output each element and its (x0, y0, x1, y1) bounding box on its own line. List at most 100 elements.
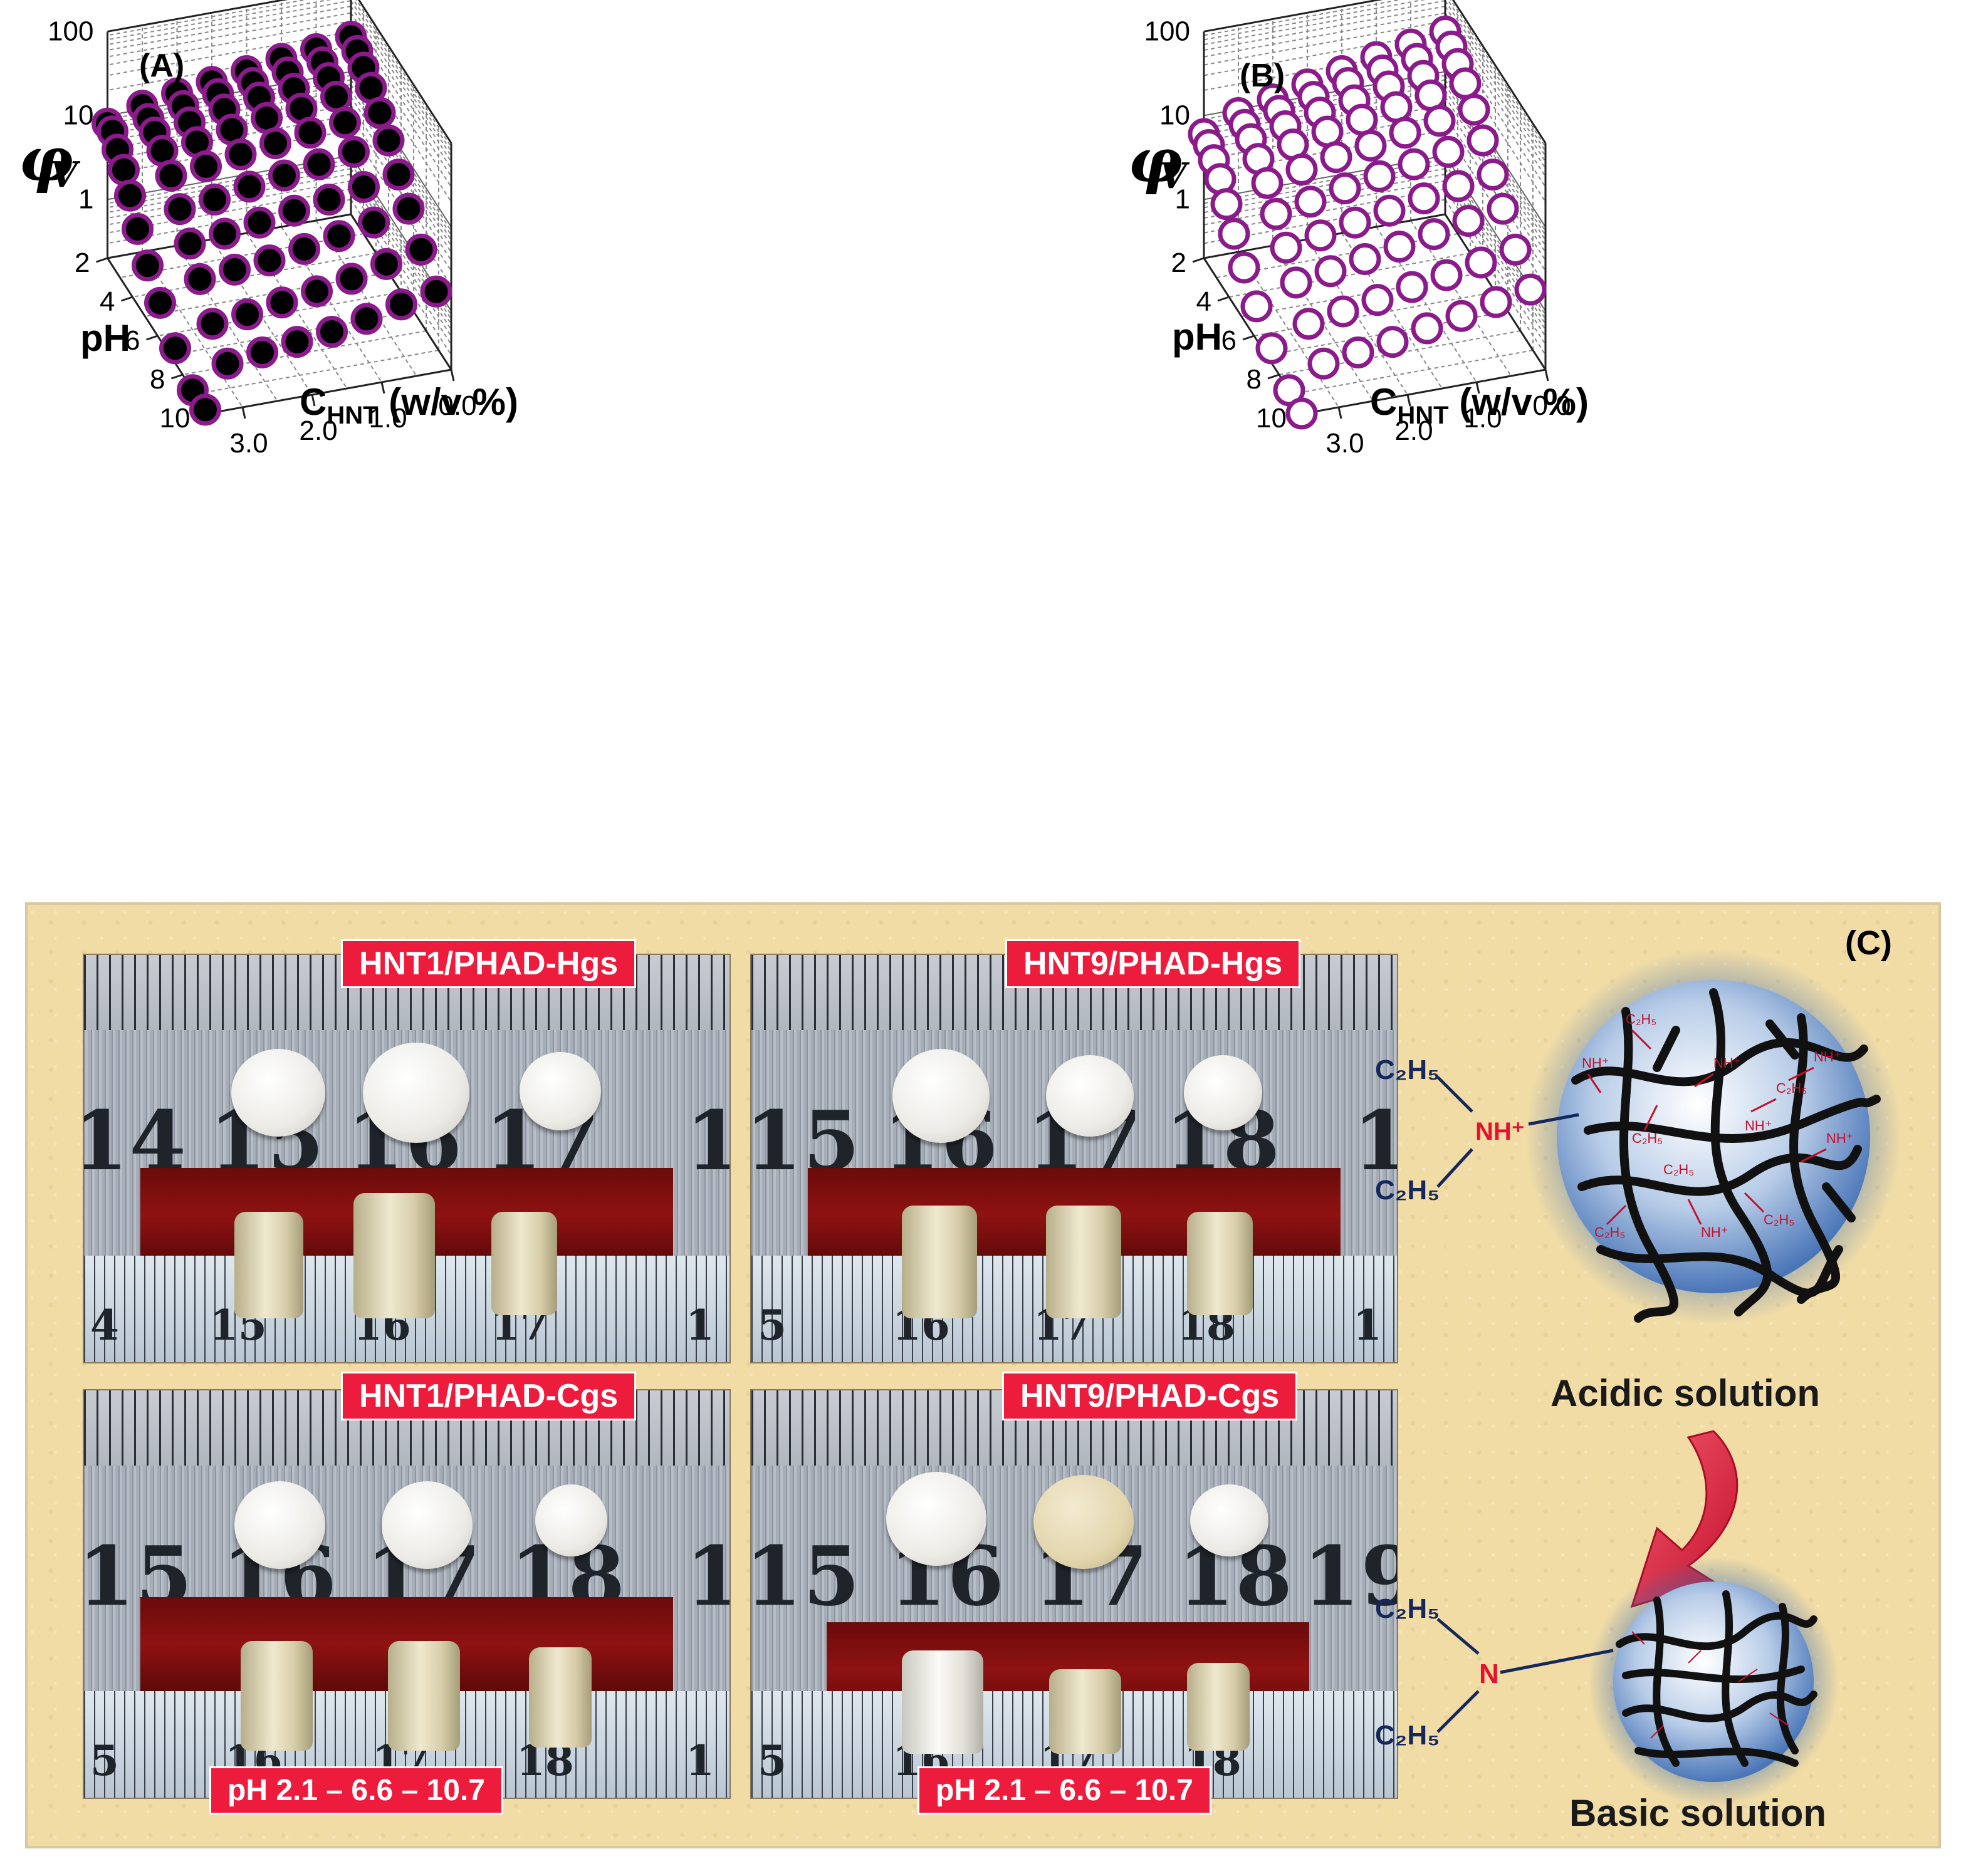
data-point (1280, 266, 1312, 299)
photo-hnt1-hgs: 14 15 16 17 1 4 15 16 17 1 (84, 955, 729, 1362)
data-point (1292, 308, 1325, 340)
ph-tick-label: 8 (1247, 364, 1262, 395)
data-point (1467, 124, 1499, 157)
data-point (1294, 185, 1327, 218)
data-point (219, 253, 251, 286)
hydrogel-cylinder (902, 1650, 983, 1754)
acidic-amine-group: C₂H₅ C₂H₅ NH⁺ (1375, 1055, 1579, 1206)
grid-line (1445, 0, 1546, 157)
hydrogel-disc (234, 1481, 325, 1569)
data-point (1408, 182, 1440, 215)
ruler-number: 1 (1353, 1301, 1382, 1350)
data-point (1411, 312, 1443, 345)
basic-ethyl-top: C₂H₅ (1375, 1593, 1440, 1624)
svg-text:C₂H₅: C₂H₅ (1632, 1130, 1663, 1146)
tick-mark (146, 335, 158, 341)
data-point (224, 138, 257, 170)
data-point (1458, 93, 1490, 126)
grid-line (107, 0, 308, 36)
svg-text:NH⁺: NH⁺ (1582, 1055, 1609, 1071)
hydrogel-disc (1190, 1484, 1268, 1556)
data-point (1487, 192, 1519, 225)
basic-polymer-network (1616, 1590, 1817, 1767)
ph-tick-label: 2 (75, 248, 90, 278)
chart-a: 1 10 100 2 4 6 8 10 0.0 1.0 2.0 3.0 (A) φ V pH CHNT… (0, 0, 983, 877)
hydrogel-cylinder (1187, 1663, 1250, 1751)
data-point (1251, 167, 1284, 199)
data-point (114, 179, 146, 212)
data-point (358, 206, 390, 239)
data-point (350, 303, 383, 335)
data-point (1389, 117, 1421, 149)
data-point (363, 96, 396, 129)
data-point (1307, 347, 1340, 380)
ph-tick-label: 4 (1196, 286, 1211, 317)
data-point (1398, 148, 1430, 180)
acidic-pendant-labels: NH⁺ C₂H₅ NH⁺ C₂H₅ NH⁺ C₂H₅ NH⁺ C₂H₅ NH⁺ C₂H₅ NH… (1582, 1011, 1853, 1240)
hydrogel-disc (535, 1484, 607, 1556)
ruler-number: 1 (686, 1736, 714, 1785)
tick-mark (450, 369, 455, 382)
axis-line (1203, 0, 1383, 33)
data-point (1477, 159, 1509, 191)
svg-text:C₂H₅: C₂H₅ (1626, 1011, 1656, 1027)
data-point (1376, 326, 1409, 358)
data-point (335, 263, 368, 295)
data-point (370, 248, 402, 280)
data-point (246, 336, 278, 368)
data-point (320, 80, 352, 113)
chart-b-c-axis-title: CHNT (w/v %) (1370, 381, 1589, 429)
data-point (382, 159, 415, 191)
data-point (132, 249, 164, 282)
tick-mark (1475, 382, 1480, 394)
ph-caption-left: pH 2.1 – 6.6 – 10.7 (209, 1766, 503, 1815)
z-tick-label: 1 (78, 184, 93, 214)
hydrogel-disc (520, 1052, 601, 1130)
data-point (372, 124, 405, 157)
chart-b-z-axis-subscript: V (1159, 155, 1190, 197)
hydrogel-cylinder (529, 1647, 592, 1748)
data-point (1373, 194, 1406, 227)
ruler-number: 4 (90, 1301, 119, 1350)
data-point (1354, 129, 1387, 162)
photo-hnt9-hgs: 15 16 17 18 1 5 16 17 18 1 (751, 955, 1397, 1362)
chart-b: 1 10 100 2 4 6 8 10 0.0 1.0 2.0 3.0 (B) φ V pH CHNT… (983, 0, 1966, 877)
data-point (184, 263, 216, 295)
grid-line (1203, 0, 1381, 33)
photo-hnt9-cgs: 15 16 17 18 19 5 16 17 18 (751, 1390, 1397, 1798)
ph-tick-label: 6 (1221, 325, 1237, 356)
photo-title: HNT9/PHAD-Cgs (1002, 1372, 1298, 1420)
data-point (338, 135, 370, 168)
swelling-schematic: NH⁺ C₂H₅ NH⁺ C₂H₅ NH⁺ C₂H₅ NH⁺ C₂H₅ NH⁺ C₂H₅ NH… (1375, 949, 1901, 1834)
basic-ethyl-bottom: C₂H₅ (1375, 1720, 1440, 1751)
tick-mark (380, 382, 385, 394)
svg-text:C₂H₅: C₂H₅ (1594, 1224, 1625, 1240)
data-point (278, 194, 310, 227)
svg-text:NH⁺: NH⁺ (1713, 1055, 1740, 1071)
photo-title: HNT1/PHAD-Cgs (341, 1372, 637, 1420)
chart-a-z-axis-symbol: φ (19, 124, 73, 195)
hydrogel-disc (1184, 1055, 1262, 1130)
grid-line (353, 0, 452, 152)
chart-a-c-title-sub: HNT (327, 402, 378, 429)
data-point (392, 192, 425, 225)
data-point (108, 154, 140, 186)
data-point (189, 393, 221, 426)
axis-line (1451, 0, 1547, 144)
data-point (1228, 251, 1260, 284)
svg-text:C₂H₅: C₂H₅ (1663, 1162, 1694, 1177)
tick-mark (311, 394, 316, 407)
hydrogel-cylinder (1187, 1212, 1253, 1315)
ph-tick-label: 8 (150, 364, 165, 395)
data-point (1383, 231, 1416, 263)
data-point (1432, 135, 1465, 168)
data-point (301, 275, 333, 308)
chart-b-c-title-unit: (w/v %) (1449, 381, 1589, 423)
grid-line (107, 0, 286, 33)
data-point (313, 183, 345, 216)
panel-c-label: (C) (1845, 924, 1892, 962)
c-tick-label: 1.0 (369, 403, 407, 434)
tick-mark (1267, 373, 1280, 380)
data-point (1465, 246, 1497, 279)
data-point (1363, 160, 1396, 192)
